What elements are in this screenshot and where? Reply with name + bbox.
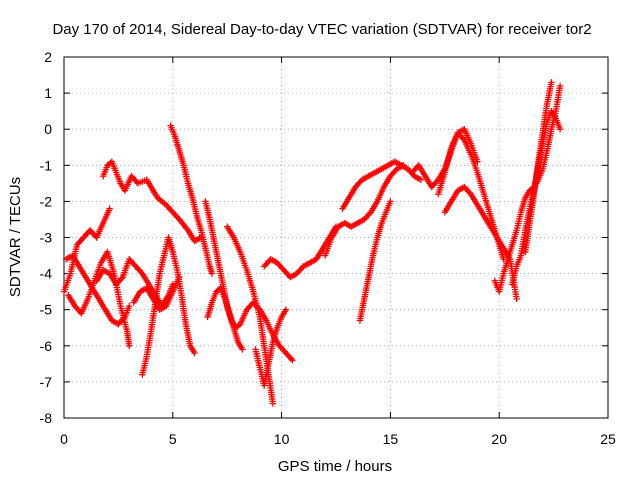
data-point xyxy=(459,135,467,142)
data-point xyxy=(287,355,295,362)
y-tick-label: 0 xyxy=(44,121,52,137)
series-arc-21 xyxy=(509,107,564,288)
x-tick-labels: 0 5 10 15 20 25 xyxy=(60,431,616,447)
series-arc-7 xyxy=(139,234,198,378)
series-arc-10 xyxy=(204,284,246,353)
y-tick-label: 2 xyxy=(44,49,52,65)
series-arc-12 xyxy=(252,306,290,389)
data-point xyxy=(417,176,425,183)
series-arc-4 xyxy=(99,158,205,245)
data-point xyxy=(239,346,246,353)
series-arc-3 xyxy=(62,252,133,328)
data-point xyxy=(269,400,277,407)
data-point xyxy=(289,357,296,364)
chart-title: Day 170 of 2014, Sidereal Day-to-day VTE… xyxy=(52,21,591,38)
data-point xyxy=(556,82,564,90)
series-arc-16 xyxy=(356,198,394,324)
data-points xyxy=(60,79,564,407)
y-tick-label: 1 xyxy=(44,85,52,101)
x-tick-label: 5 xyxy=(169,431,177,447)
series-arc-17 xyxy=(408,126,481,191)
y-tick-label: -5 xyxy=(40,302,53,318)
data-point xyxy=(366,210,373,217)
data-point xyxy=(513,295,520,303)
data-point xyxy=(137,268,145,276)
x-tick-label: 20 xyxy=(491,431,507,447)
y-tick-label: -8 xyxy=(40,410,53,426)
data-point xyxy=(556,126,564,133)
series-arc-13 xyxy=(260,223,340,281)
data-point xyxy=(466,189,473,196)
series-arc-22 xyxy=(522,79,555,256)
data-point xyxy=(191,349,198,357)
y-axis-label: SDTVAR / TECUs xyxy=(7,177,24,297)
series-arc-15 xyxy=(339,158,425,212)
data-point xyxy=(174,214,182,222)
data-point xyxy=(118,275,125,282)
y-tick-labels: -8 -7 -6 -5 -4 -3 -2 -1 0 1 2 xyxy=(40,49,53,426)
x-tick-label: 25 xyxy=(600,431,616,447)
series-arc-8 xyxy=(167,122,216,277)
data-point xyxy=(126,342,133,349)
y-tick-label: -7 xyxy=(40,374,53,390)
x-tick-label: 15 xyxy=(383,431,399,447)
data-point xyxy=(548,79,555,86)
x-axis-label: GPS time / hours xyxy=(278,458,392,475)
y-tick-label: -2 xyxy=(40,193,53,209)
x-tick-label: 10 xyxy=(274,431,290,447)
y-tick-label: -6 xyxy=(40,338,53,354)
data-point xyxy=(106,205,113,212)
data-point xyxy=(282,306,290,313)
data-point xyxy=(120,315,127,322)
x-tick-label: 0 xyxy=(60,431,68,447)
grid-lines xyxy=(64,57,608,418)
data-point xyxy=(208,270,216,277)
y-tick-label: -1 xyxy=(40,157,53,173)
y-tick-label: -3 xyxy=(40,230,53,246)
data-point xyxy=(126,302,133,310)
axis-ticks xyxy=(63,56,609,419)
data-point xyxy=(235,322,243,329)
y-tick-label: -4 xyxy=(40,266,53,282)
data-point xyxy=(387,198,394,205)
